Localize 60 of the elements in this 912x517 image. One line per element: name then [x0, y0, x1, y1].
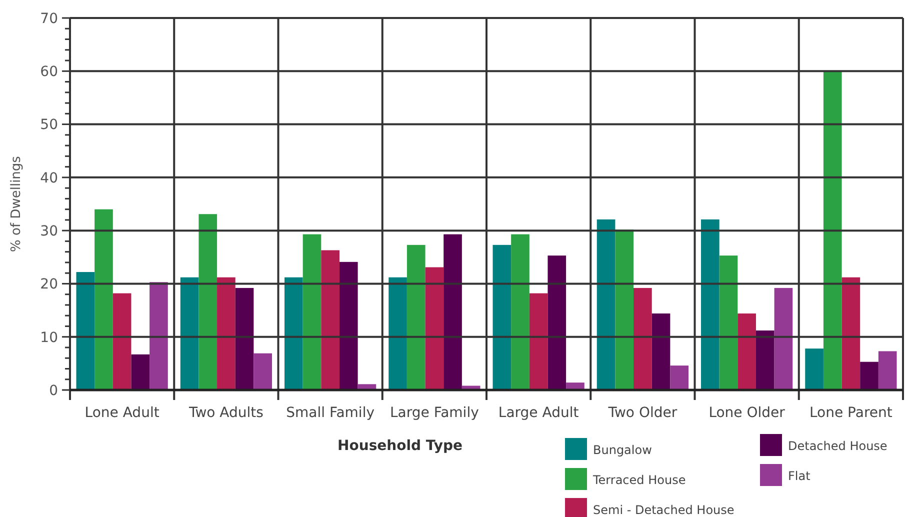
y-tick-label: 0	[49, 382, 58, 399]
bar	[302, 234, 322, 390]
bar	[805, 348, 824, 390]
bar	[774, 288, 793, 390]
bar	[112, 293, 132, 390]
x-tick-label: Two Older	[607, 405, 678, 421]
y-tick-label: 40	[40, 170, 58, 186]
bar	[670, 366, 689, 390]
bar	[198, 214, 218, 390]
bar	[388, 277, 407, 390]
bar	[878, 351, 897, 390]
bar	[425, 267, 444, 390]
bar	[738, 313, 756, 390]
bar	[719, 256, 738, 390]
bar	[511, 234, 530, 390]
y-tick-label: 60	[40, 64, 58, 80]
bar	[634, 288, 652, 390]
x-tick-label: Lone Older	[708, 405, 786, 421]
bar	[842, 277, 860, 390]
y-tick-label: 10	[40, 330, 58, 346]
x-tick-label: Lone Adult	[84, 405, 160, 421]
y-axis-title: % of Dwellings	[9, 156, 24, 252]
bar	[180, 277, 199, 390]
x-tick-label: Small Family	[286, 405, 375, 421]
bar	[254, 353, 272, 390]
y-tick-label: 30	[40, 223, 58, 240]
bar	[444, 234, 462, 390]
bar	[76, 272, 95, 390]
bar	[596, 219, 616, 390]
bar	[529, 293, 548, 390]
bar	[339, 262, 358, 390]
bar	[652, 313, 670, 390]
bar	[321, 250, 340, 390]
y-tick-label: 70	[40, 10, 58, 27]
bar	[823, 71, 842, 390]
bar	[406, 244, 426, 390]
x-axis-title: Household Type	[338, 438, 462, 454]
bar	[284, 277, 303, 390]
bar	[150, 282, 168, 390]
bar	[860, 362, 878, 390]
legend-label: Bungalow	[593, 443, 652, 458]
bar	[548, 256, 566, 390]
x-tick-label: Two Adults	[188, 405, 264, 421]
legend-label: Detached House	[788, 439, 888, 454]
x-tick-label: Large Family	[390, 405, 479, 421]
bar	[756, 330, 774, 390]
bar	[94, 209, 113, 390]
bar	[615, 230, 634, 390]
bar	[700, 219, 720, 390]
bar	[492, 244, 512, 390]
x-tick-label: Lone Parent	[810, 405, 893, 421]
legend-label: Flat	[788, 469, 811, 484]
bar	[217, 277, 236, 390]
bar	[235, 288, 254, 390]
y-tick-label: 20	[40, 276, 58, 293]
legend-label: Terraced House	[592, 473, 686, 488]
y-tick-label: 50	[40, 117, 58, 134]
x-tick-label: Large Adult	[498, 405, 580, 421]
bar	[131, 354, 150, 390]
legend-label: Semi - Detached House	[593, 503, 734, 517]
